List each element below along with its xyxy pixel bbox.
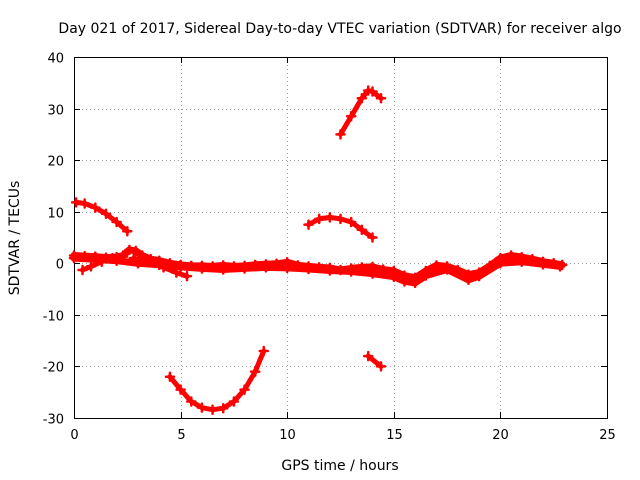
x-tick-label: 0 (70, 428, 78, 443)
x-tick-label: 10 (279, 428, 296, 443)
data-point-cluster-low-band-24 (537, 259, 549, 270)
x-axis: 0 5 10 15 20 25 (70, 57, 616, 443)
data-point-arc-short-drop-0 (362, 350, 374, 362)
data-point-cluster-low-band-23 (516, 256, 527, 267)
data-point-arc-low-midday-2 (186, 396, 197, 407)
data-point-cluster-near-zero-36 (431, 260, 442, 271)
data-point-arc-high-early-1 (79, 198, 90, 209)
data-point-cluster-low-band-9 (260, 262, 272, 273)
series-group (68, 85, 568, 415)
data-point-arc-low-midday-3 (196, 402, 208, 413)
data-point-arc-high-afternoon-0 (335, 129, 346, 140)
data-point-arc-noon-mid-5 (356, 224, 368, 236)
data-point-arc-noon-mid-4 (345, 216, 357, 228)
series-cluster-low-band (70, 254, 564, 287)
y-tick-label: 0 (56, 258, 64, 273)
data-point-arc-noon-mid-1 (313, 213, 325, 225)
y-tick-label: -10 (43, 310, 64, 325)
data-point-cluster-low-band-19 (441, 264, 453, 275)
x-tick-label: 15 (386, 428, 403, 443)
data-point-cluster-low-band-12 (324, 265, 336, 276)
data-point-arc-noon-mid-6 (367, 232, 378, 243)
series-arc-low-midday (167, 348, 267, 413)
data-point-arc-high-afternoon-1 (345, 111, 357, 122)
data-point-cluster-low-band-10 (281, 262, 293, 274)
data-point-cluster-low-band-6 (196, 263, 208, 274)
data-point-cluster-low-band-18 (420, 270, 432, 281)
data-point-arc-high-early-3 (100, 208, 112, 220)
x-tick-label: 20 (492, 428, 509, 443)
grid-lines (74, 57, 607, 418)
data-point-cluster-low-band-0 (68, 252, 80, 264)
data-point-cluster-low-band-13 (345, 266, 357, 277)
data-point-cluster-low-band-15 (388, 271, 400, 282)
y-axis-label: SDTVAR / TECUs (7, 181, 23, 296)
data-point-cluster-low-band-22 (495, 258, 506, 269)
data-point-cluster-low-band-4 (154, 259, 165, 271)
data-point-cluster-near-zero-8 (136, 250, 148, 261)
data-point-cluster-low-band-11 (303, 263, 314, 275)
y-tick-label: -30 (43, 413, 64, 428)
data-point-arc-noon-mid-3 (335, 213, 346, 225)
series-arc-short-drop (365, 353, 384, 369)
data-point-cluster-low-band-20 (463, 274, 474, 286)
y-axis: -30 -20 -10 0 10 20 30 40 (43, 52, 607, 428)
y-tick-label: 30 (47, 104, 64, 119)
data-point-cluster-near-zero-7 (130, 245, 142, 257)
data-point-cluster-low-band-2 (111, 255, 122, 266)
data-point-cluster-low-band-8 (239, 263, 250, 274)
data-point-arc-rise-early-0 (77, 264, 88, 276)
data-point-cluster-near-zero-43 (505, 250, 517, 261)
data-point-arc-short-drop-1 (375, 361, 387, 372)
data-point-cluster-low-band-25 (554, 261, 566, 272)
data-point-arc-high-early-5 (122, 226, 133, 237)
data-point-arc-high-afternoon-5 (375, 93, 387, 104)
data-point-cluster-low-band-16 (399, 276, 410, 287)
data-point-arc-low-midday-4 (207, 404, 218, 415)
data-point-arc-low-midday-0 (164, 371, 176, 382)
data-point-arc-high-early-0 (70, 197, 82, 208)
data-point-cluster-low-band-21 (473, 270, 485, 282)
data-point-arc-noon-mid-0 (303, 219, 314, 230)
data-point-arc-low-midday-1 (175, 384, 186, 395)
y-tick-label: 10 (47, 207, 64, 222)
data-point-arc-high-afternoon-4 (367, 86, 378, 97)
x-axis-label: GPS time / hours (281, 458, 398, 474)
x-tick-label: 25 (599, 428, 616, 443)
data-point-arc-low-midday-5 (217, 402, 229, 414)
data-point-cluster-low-band-17 (409, 277, 421, 289)
data-point-arc-fall-early-4 (181, 270, 193, 282)
data-point-cluster-low-band-14 (367, 268, 378, 279)
data-point-arc-low-midday-8 (249, 366, 261, 377)
data-point-arc-high-early-4 (111, 216, 122, 228)
data-point-cluster-low-band-5 (175, 261, 186, 273)
data-point-arc-low-midday-6 (228, 396, 240, 407)
data-point-arc-rise-early-1 (85, 261, 97, 272)
data-point-cluster-low-band-7 (217, 264, 229, 275)
data-point-arc-high-early-2 (90, 202, 101, 213)
y-tick-label: 40 (47, 52, 64, 67)
data-point-arc-low-midday-7 (239, 384, 250, 395)
chart-title: Day 021 of 2017, Sidereal Day-to-day VTE… (58, 21, 621, 37)
data-point-arc-noon-mid-2 (324, 212, 336, 223)
y-tick-label: 20 (47, 155, 64, 170)
x-tick-label: 5 (177, 428, 185, 443)
y-tick-label: -20 (43, 361, 64, 376)
data-point-arc-low-midday-9 (258, 345, 269, 357)
plot-frame (74, 57, 608, 419)
data-point-arc-high-afternoon-2 (356, 93, 368, 104)
data-point-cluster-low-band-3 (132, 258, 144, 269)
data-point-cluster-low-band-1 (90, 253, 101, 265)
